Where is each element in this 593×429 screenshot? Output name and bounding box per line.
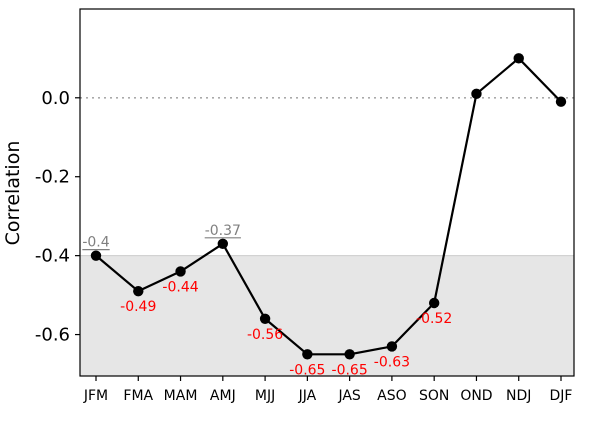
data-label: -0.65 <box>289 362 325 378</box>
data-point <box>386 341 398 352</box>
shaded-region <box>80 255 574 376</box>
x-tick-label: MAM <box>164 388 198 404</box>
x-tick-label: AMJ <box>210 388 236 404</box>
data-label: -0.63 <box>374 354 410 370</box>
data-point <box>513 53 524 64</box>
data-point <box>428 297 440 309</box>
x-tick-label: ASO <box>377 388 406 404</box>
x-tick-label: MJJ <box>255 388 275 404</box>
data-point <box>175 266 186 277</box>
data-point <box>217 238 229 250</box>
data-point <box>302 349 313 360</box>
data-label-threshold: -0.4 <box>82 235 109 251</box>
x-tick-label: JFM <box>83 388 108 404</box>
y-tick-label: 0.0 <box>41 88 70 109</box>
data-point <box>90 250 102 261</box>
series-line <box>95 57 562 356</box>
x-tick-label: OND <box>460 388 492 404</box>
data-label-threshold: -0.37 <box>205 223 241 239</box>
y-tick-label: -0.2 <box>35 167 70 188</box>
data-label: -0.49 <box>120 299 156 315</box>
x-tick-label: FMA <box>123 388 153 404</box>
x-tick-label: SON <box>419 388 449 404</box>
x-tick-label: DJF <box>550 388 573 404</box>
x-tick-label: JJA <box>298 388 317 404</box>
y-tick-label: -0.4 <box>35 246 70 267</box>
x-tick-label: NDJ <box>506 388 531 404</box>
data-point <box>555 96 567 107</box>
data-label: -0.65 <box>332 362 368 378</box>
data-point <box>259 313 271 324</box>
data-label: -0.52 <box>416 311 452 327</box>
y-tick-label: -0.6 <box>35 325 70 346</box>
data-point <box>344 349 355 360</box>
data-point <box>133 285 144 297</box>
data-label: -0.56 <box>247 327 283 343</box>
plot-frame <box>79 8 575 377</box>
data-point <box>471 88 482 100</box>
y-axis-label: Correlation <box>2 141 24 246</box>
data-label: -0.44 <box>162 279 198 295</box>
x-tick-label: JAS <box>337 388 360 404</box>
